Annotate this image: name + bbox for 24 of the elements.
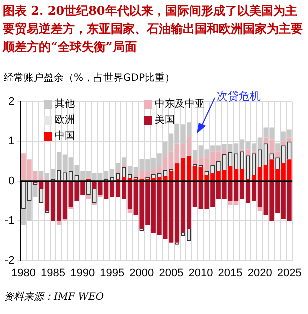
legend-label: 中东及中亚 [155, 98, 205, 111]
y-tick-label: -2 [5, 254, 15, 267]
legend-label: 中国 [55, 130, 75, 143]
y-tick-label: -1 [5, 215, 15, 228]
text: 资料来源：IMF WEO [4, 290, 104, 304]
x-tick-label: 1985 [41, 267, 66, 280]
x-tick-label: 1980 [11, 267, 36, 280]
legend-label: 其他 [55, 98, 75, 111]
x-tick-label: 2025 [277, 267, 302, 280]
legend-label: 欧洲 [55, 114, 75, 127]
x-tick-label: 2000 [130, 267, 154, 280]
x-tick-label: 2005 [159, 267, 184, 280]
y-axis-title: 经常账户盈余（%，占世界GDP比重） [4, 72, 175, 85]
x-tick-label: 2010 [188, 267, 214, 280]
annotation: 次贷危机 [217, 90, 261, 103]
x-tick-label: 1990 [70, 267, 96, 280]
x-tick-label: 2015 [218, 267, 243, 280]
y-tick-label: 0 [8, 175, 15, 188]
x-tick-label: 2020 [248, 267, 272, 280]
y-tick-label: 2 [8, 96, 15, 108]
chart-title: 图表 2. 20世纪80年代以来，国际间形成了以美国为主要贸易逆差方，东亚国家、石油输出国和欧洲国家为主要顺差方的“全球失衡”局面 [3, 3, 304, 56]
y-tick-label: 1 [8, 136, 15, 148]
x-tick-label: 1995 [100, 267, 125, 280]
legend-label: 美国 [155, 114, 175, 127]
